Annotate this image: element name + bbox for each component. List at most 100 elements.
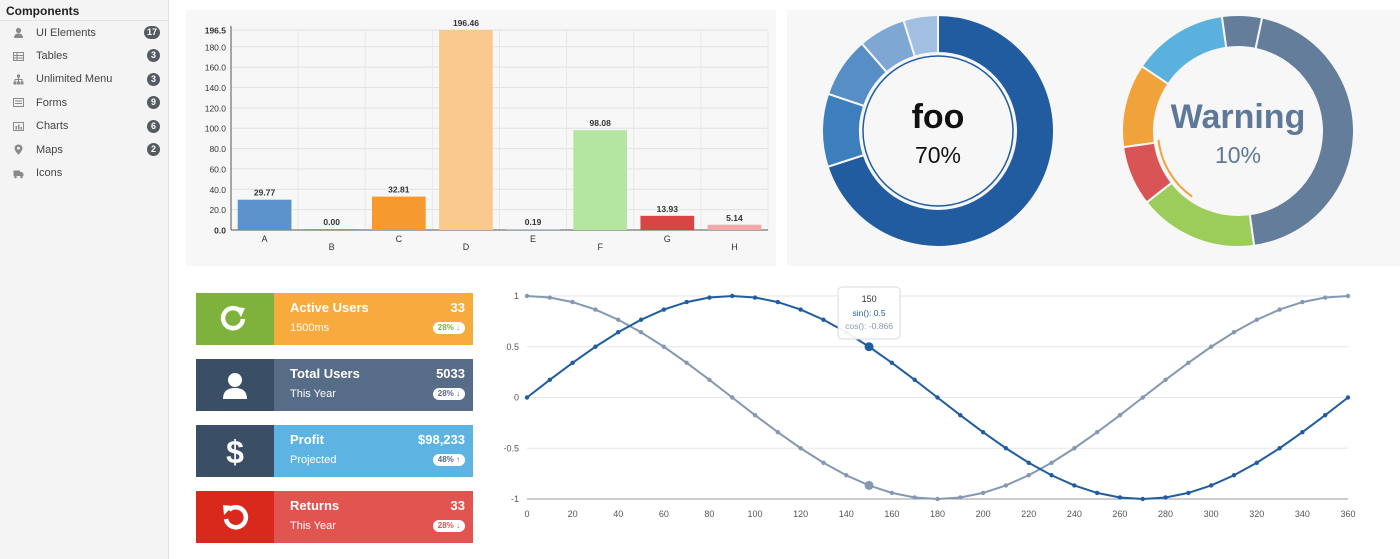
data-point[interactable] — [1163, 495, 1168, 500]
data-point[interactable] — [1026, 473, 1031, 478]
stat-card-profit[interactable]: $ Profit $98,233 Projected 48% ↑ — [196, 425, 473, 477]
bar[interactable] — [304, 229, 359, 230]
data-point[interactable] — [1300, 430, 1305, 435]
data-point[interactable] — [1049, 460, 1054, 465]
data-point[interactable] — [1140, 395, 1145, 400]
data-point[interactable] — [1094, 490, 1100, 496]
data-point[interactable] — [775, 299, 781, 305]
data-point[interactable] — [935, 496, 940, 502]
data-point[interactable] — [752, 295, 758, 300]
data-point[interactable] — [638, 317, 644, 322]
data-point[interactable] — [684, 360, 689, 365]
bar[interactable] — [707, 224, 762, 230]
bar-value-label: 0.19 — [525, 217, 542, 227]
data-point[interactable] — [864, 342, 874, 352]
data-point[interactable] — [864, 480, 874, 490]
sidebar-item-ui-elements[interactable]: UI Elements 17 — [0, 21, 168, 44]
data-point[interactable] — [684, 299, 689, 305]
bar[interactable] — [439, 30, 493, 231]
data-point[interactable] — [570, 299, 575, 305]
data-point[interactable] — [798, 307, 803, 312]
bar[interactable] — [371, 196, 426, 230]
donut-segment[interactable] — [1140, 14, 1228, 86]
data-point[interactable] — [616, 330, 621, 335]
data-point[interactable] — [1277, 307, 1282, 312]
data-point[interactable] — [707, 295, 712, 300]
data-point[interactable] — [547, 377, 553, 383]
data-point[interactable] — [570, 360, 575, 365]
sidebar-item-forms[interactable]: Forms 9 — [0, 91, 168, 114]
data-point[interactable] — [798, 446, 803, 451]
data-point[interactable] — [1163, 377, 1168, 383]
data-point[interactable] — [1072, 446, 1077, 451]
data-point[interactable] — [889, 490, 895, 496]
sidebar-item-maps[interactable]: Maps 2 — [0, 138, 168, 161]
data-point[interactable] — [844, 473, 849, 478]
donut-segment[interactable] — [1220, 14, 1264, 51]
data-point[interactable] — [593, 307, 598, 312]
data-point[interactable] — [1003, 446, 1009, 451]
data-point[interactable] — [1117, 495, 1123, 500]
data-point[interactable] — [775, 430, 781, 435]
sidebar-item-icons[interactable]: Icons — [0, 161, 168, 184]
data-point[interactable] — [1003, 483, 1009, 488]
bar[interactable] — [573, 130, 628, 230]
data-point[interactable] — [1072, 483, 1077, 488]
sidebar-item-charts[interactable]: Charts 6 — [0, 115, 168, 138]
data-point[interactable] — [638, 330, 644, 335]
data-point[interactable] — [1186, 490, 1191, 496]
stat-card-active-users[interactable]: Active Users 33 1500ms 28% ↓ — [196, 293, 473, 345]
data-point[interactable] — [661, 344, 667, 349]
data-point[interactable] — [912, 377, 917, 383]
data-point[interactable] — [1300, 299, 1305, 305]
data-point[interactable] — [707, 377, 712, 383]
data-point[interactable] — [1208, 344, 1214, 349]
data-point[interactable] — [547, 295, 553, 300]
data-point[interactable] — [1049, 473, 1054, 478]
donut-segment[interactable] — [1248, 16, 1355, 248]
donut-segment[interactable] — [1145, 181, 1256, 248]
data-point[interactable] — [616, 317, 621, 322]
data-point[interactable] — [1231, 473, 1237, 478]
data-point[interactable] — [1208, 483, 1214, 488]
donut-value-segment[interactable] — [826, 13, 1055, 248]
data-point[interactable] — [889, 360, 895, 365]
data-point[interactable] — [1345, 395, 1351, 400]
data-point[interactable] — [730, 395, 735, 400]
data-point[interactable] — [912, 495, 917, 500]
bar[interactable] — [506, 229, 560, 230]
data-point[interactable] — [1322, 412, 1328, 418]
data-point[interactable] — [1117, 412, 1123, 418]
bar[interactable] — [237, 199, 292, 230]
x-tick-label: 340 — [1295, 509, 1310, 519]
data-point[interactable] — [1254, 317, 1259, 322]
data-point[interactable] — [1094, 430, 1100, 435]
stat-card-returns[interactable]: Returns 33 This Year 28% ↓ — [196, 491, 473, 543]
data-point[interactable] — [821, 460, 826, 465]
data-point[interactable] — [958, 412, 963, 418]
data-point[interactable] — [730, 293, 735, 299]
data-point[interactable] — [593, 344, 598, 349]
data-point[interactable] — [980, 490, 986, 496]
data-point[interactable] — [1026, 460, 1031, 465]
data-point[interactable] — [821, 317, 826, 322]
data-point[interactable] — [980, 430, 986, 435]
bar[interactable] — [640, 215, 695, 230]
data-point[interactable] — [1345, 293, 1351, 299]
sidebar-item-tables[interactable]: Tables 3 — [0, 44, 168, 67]
stat-card-total-users[interactable]: Total Users 5033 This Year 28% ↓ — [196, 359, 473, 411]
data-point[interactable] — [524, 395, 530, 400]
data-point[interactable] — [1254, 460, 1259, 465]
sidebar-item-unlimited-menu[interactable]: Unlimited Menu 3 — [0, 68, 168, 91]
data-point[interactable] — [1140, 496, 1145, 502]
data-point[interactable] — [1186, 360, 1191, 365]
data-point[interactable] — [1277, 446, 1282, 451]
data-point[interactable] — [524, 293, 530, 299]
data-point[interactable] — [935, 395, 940, 400]
data-point[interactable] — [1231, 330, 1237, 335]
data-point[interactable] — [752, 412, 758, 418]
data-point[interactable] — [661, 307, 667, 312]
data-point[interactable] — [1322, 295, 1328, 300]
donut-remainder-segment[interactable] — [902, 13, 939, 58]
data-point[interactable] — [958, 495, 963, 500]
